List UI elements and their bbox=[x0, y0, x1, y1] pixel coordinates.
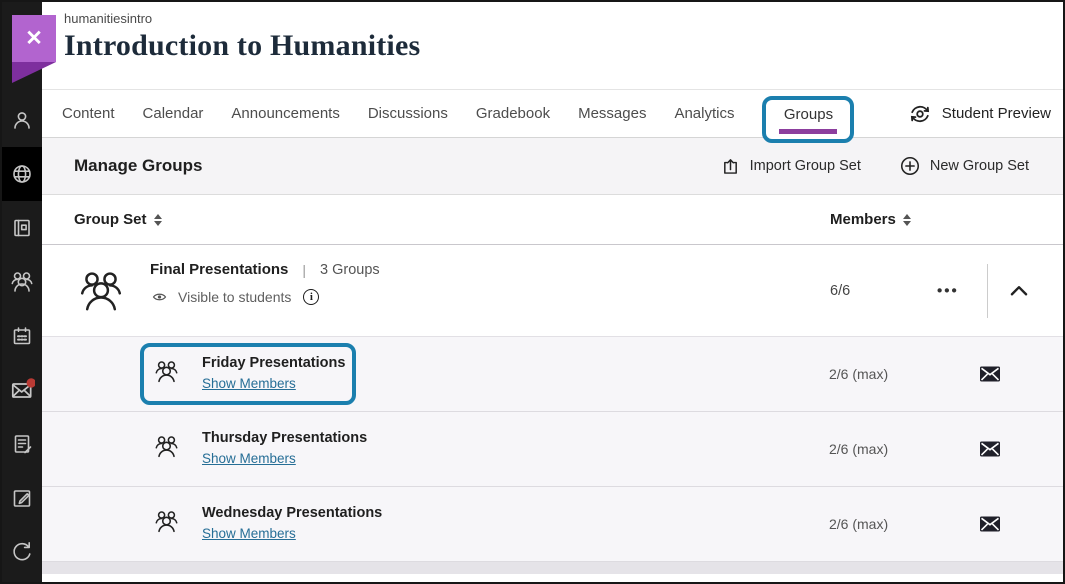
group-set-icon bbox=[78, 267, 124, 320]
group-row-friday: Friday Presentations Show Members 2/6 (m… bbox=[42, 337, 1063, 412]
sidebar-item-messages[interactable] bbox=[2, 363, 42, 417]
book-icon bbox=[14, 219, 30, 237]
group-icon bbox=[154, 508, 179, 540]
close-course-bookmark[interactable]: ✕ bbox=[12, 15, 56, 83]
group-row-wednesday: Wednesday Presentations Show Members 2/6… bbox=[42, 487, 1063, 562]
sort-icon bbox=[902, 213, 911, 226]
envelope-icon bbox=[11, 378, 35, 398]
group-row-thursday: Thursday Presentations Show Members 2/6 … bbox=[42, 412, 1063, 487]
groups-count: 3 Groups bbox=[320, 261, 380, 278]
separator: | bbox=[302, 261, 307, 278]
sidebar-item-sign-out[interactable] bbox=[2, 525, 42, 579]
sidebar-item-courses[interactable] bbox=[2, 201, 42, 255]
sidebar-item-activity[interactable] bbox=[2, 147, 42, 201]
calendar-icon bbox=[13, 327, 31, 345]
course-nav: Content Calendar Announcements Discussio… bbox=[42, 90, 1063, 143]
group-icon bbox=[154, 433, 179, 465]
envelope-filled-icon bbox=[980, 441, 1000, 457]
import-group-set-label: Import Group Set bbox=[749, 158, 861, 174]
global-sidebar bbox=[2, 2, 42, 582]
back-arrow-icon bbox=[13, 542, 31, 561]
collapse-chevron-button[interactable] bbox=[1004, 276, 1034, 306]
column-header-group-set[interactable]: Group Set bbox=[42, 211, 162, 228]
sidebar-item-profile[interactable] bbox=[2, 93, 42, 147]
close-icon[interactable]: ✕ bbox=[25, 27, 43, 50]
document-pencil-icon bbox=[14, 435, 32, 454]
sidebar-item-calendar[interactable] bbox=[2, 309, 42, 363]
sidebar-item-tools[interactable] bbox=[2, 471, 42, 525]
globe-icon bbox=[13, 165, 31, 183]
student-preview-label: Student Preview bbox=[941, 105, 1051, 122]
student-preview-button[interactable]: Student Preview bbox=[907, 102, 1051, 126]
envelope-filled-icon bbox=[980, 516, 1000, 532]
group-name[interactable]: Friday Presentations bbox=[202, 355, 346, 371]
chevron-up-icon bbox=[1010, 285, 1028, 295]
page-title: Introduction to Humanities bbox=[64, 29, 421, 62]
group-set-row: Final Presentations | 3 Groups Visible t… bbox=[42, 245, 1063, 337]
group-members-count: 2/6 (max) bbox=[829, 516, 889, 532]
group-name[interactable]: Wednesday Presentations bbox=[202, 505, 383, 521]
groups-tab-highlight-annotation: Groups bbox=[762, 95, 855, 143]
course-id: humanitiesintro bbox=[64, 11, 153, 26]
visibility-status: Visible to students bbox=[178, 289, 292, 305]
message-group-button[interactable] bbox=[980, 366, 1000, 382]
tab-content[interactable]: Content bbox=[62, 105, 115, 122]
edit-square-icon bbox=[13, 490, 31, 507]
tab-announcements[interactable]: Announcements bbox=[231, 105, 340, 122]
sort-icon bbox=[153, 213, 162, 226]
members-header-label: Members bbox=[830, 211, 896, 228]
content-bottom-strip bbox=[42, 562, 1063, 574]
message-group-button[interactable] bbox=[980, 516, 1000, 532]
manage-groups-toolbar: Manage Groups Import Group Set New Group… bbox=[42, 138, 1063, 195]
table-header-row: Group Set Members bbox=[42, 195, 1063, 245]
tab-gradebook[interactable]: Gradebook bbox=[475, 105, 551, 122]
info-icon[interactable]: i bbox=[303, 289, 320, 305]
tab-analytics[interactable]: Analytics bbox=[674, 105, 735, 122]
sidebar-item-grades[interactable] bbox=[2, 417, 42, 471]
tab-groups[interactable]: Groups bbox=[783, 105, 834, 123]
group-set-members-count: 6/6 bbox=[830, 282, 851, 299]
unread-badge bbox=[26, 378, 35, 388]
plus-circle-icon bbox=[900, 156, 919, 176]
more-options-button[interactable]: ••• bbox=[937, 282, 959, 299]
eye-icon bbox=[152, 293, 167, 301]
person-icon bbox=[14, 112, 30, 129]
section-title: Manage Groups bbox=[74, 156, 203, 175]
new-group-set-button[interactable]: New Group Set bbox=[899, 155, 1029, 177]
message-group-button[interactable] bbox=[980, 441, 1000, 457]
bookmark-ribbon-tail bbox=[12, 62, 56, 83]
tab-discussions[interactable]: Discussions bbox=[367, 105, 448, 122]
student-preview-icon bbox=[910, 105, 929, 122]
group-members-count: 2/6 (max) bbox=[829, 441, 889, 457]
upload-icon bbox=[723, 158, 737, 174]
show-members-link[interactable]: Show Members bbox=[202, 526, 296, 541]
envelope-filled-icon bbox=[980, 366, 1000, 382]
show-members-link[interactable]: Show Members bbox=[202, 451, 296, 466]
group-set-header-label: Group Set bbox=[74, 211, 147, 228]
group-set-name[interactable]: Final Presentations bbox=[150, 261, 289, 278]
main-content: humanitiesintro Introduction to Humaniti… bbox=[42, 2, 1063, 582]
import-group-set-button[interactable]: Import Group Set bbox=[720, 156, 861, 177]
new-group-set-label: New Group Set bbox=[929, 158, 1029, 174]
show-members-link[interactable]: Show Members bbox=[202, 376, 296, 391]
sidebar-item-organizations[interactable] bbox=[2, 255, 42, 309]
course-header: humanitiesintro Introduction to Humaniti… bbox=[42, 2, 1063, 90]
tab-messages[interactable]: Messages bbox=[578, 105, 647, 122]
active-tab-indicator bbox=[779, 128, 838, 134]
tab-calendar[interactable]: Calendar bbox=[142, 105, 204, 122]
divider bbox=[987, 264, 988, 318]
group-icon bbox=[154, 358, 179, 390]
group-name[interactable]: Thursday Presentations bbox=[202, 430, 368, 446]
group-members-count: 2/6 (max) bbox=[829, 366, 889, 382]
people-icon bbox=[11, 272, 33, 292]
column-header-members[interactable]: Members bbox=[830, 211, 911, 228]
